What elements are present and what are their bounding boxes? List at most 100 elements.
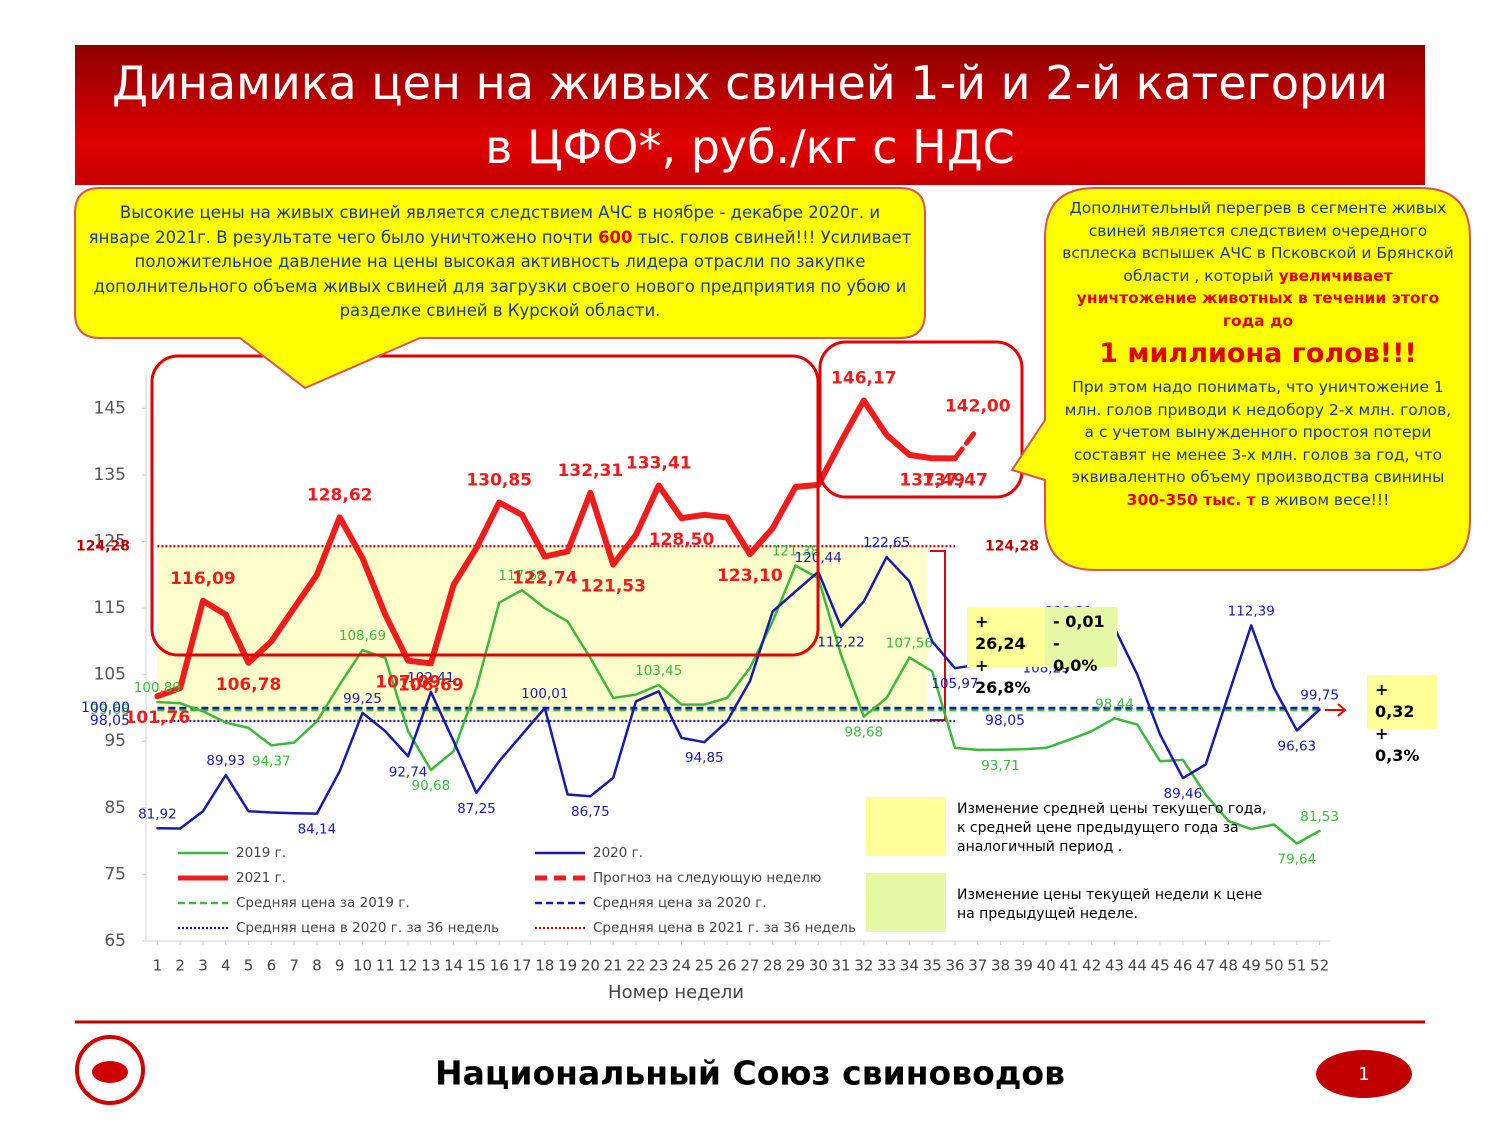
value-label: 130,85 (466, 471, 532, 491)
value-label: 79,64 (1277, 852, 1316, 868)
legend-label: Средняя цена в 2020 г. за 36 недель (236, 920, 499, 936)
note: Изменение цены текущей недели к цене на … (957, 887, 1263, 922)
x-tick-label: 25 (695, 957, 714, 975)
x-tick-label: 8 (312, 957, 322, 975)
value-label: 128,50 (649, 530, 715, 550)
x-tick-label: 10 (353, 957, 372, 975)
value-label: 112,22 (817, 635, 864, 651)
value-label: 117,68 (498, 568, 545, 584)
highlight-area (157, 548, 927, 722)
reference-label: 100,00 (81, 700, 130, 716)
value-label: 94,37 (252, 753, 291, 769)
x-tick-label: 50 (1264, 957, 1283, 975)
x-tick-label: 41 (1059, 957, 1078, 975)
x-tick-label: 44 (1128, 957, 1147, 975)
value-label: 146,17 (831, 369, 897, 389)
note-swatch (866, 797, 946, 856)
x-tick-label: 51 (1287, 957, 1306, 975)
value-label: 123,10 (717, 566, 783, 586)
value-label: 121,38 (772, 544, 819, 560)
value-label: 122,74 (512, 569, 578, 589)
value-label: 98,68 (845, 725, 884, 741)
x-tick-label: 39 (1014, 957, 1033, 975)
header: Динамика цен на живых свиней 1-й и 2-й к… (75, 45, 1425, 185)
footer-text: Национальный Союз свиноводов (435, 1054, 1065, 1093)
value-label: 106,78 (216, 675, 282, 695)
x-tick-label: 26 (718, 957, 737, 975)
value-label: 93,71 (981, 758, 1020, 774)
legend-label: Средняя цена за 2019 г. (236, 895, 410, 911)
x-tick-label: 23 (649, 957, 668, 975)
x-axis-title: Номер недели (608, 982, 744, 1003)
x-tick-label: 21 (604, 957, 623, 975)
value-label: 116,09 (170, 569, 236, 589)
change-box: + 26,24 + 26,8% (967, 607, 1045, 697)
x-tick-label: 46 (1173, 957, 1192, 975)
x-tick-label: 29 (786, 957, 805, 975)
legend-label: Прогноз на следующую неделю (593, 870, 821, 886)
value-label: 107,09 (375, 673, 441, 693)
value-label: 128,62 (307, 485, 373, 505)
value-label: 100,89 (134, 680, 181, 696)
change-value: + 0,32 (1375, 680, 1415, 721)
value-label: 122,65 (863, 535, 910, 551)
x-tick-label: 45 (1151, 957, 1170, 975)
x-tick-label: 4 (221, 957, 231, 975)
x-tick-label: 42 (1082, 957, 1101, 975)
change-box: - 0,01 - 0,0% (1045, 607, 1117, 675)
note-swatch (866, 873, 946, 932)
value-label: 92,74 (389, 764, 428, 780)
x-tick-label: 6 (267, 957, 277, 975)
callout-highlight: 600 (598, 227, 633, 247)
x-tick-label: 12 (399, 957, 418, 975)
x-tick-label: 13 (421, 957, 440, 975)
x-tick-label: 36 (945, 957, 964, 975)
note: Изменение средней цены текущего года, к … (957, 801, 1267, 855)
y-tick-label: 125 (94, 531, 126, 551)
value-label: 108,69 (339, 628, 386, 644)
x-tick-label: 31 (832, 957, 851, 975)
page-badge (1316, 1050, 1412, 1098)
x-tick-label: 38 (991, 957, 1010, 975)
callout-right-shape (1010, 187, 1471, 571)
change-percent: - 0,0% (1053, 634, 1098, 675)
y-tick-label: 115 (94, 598, 126, 618)
value-label: 98,44 (1095, 696, 1134, 712)
reference-label: 124,28 (76, 538, 130, 554)
title-line: в ЦФО*, руб./кг с НДС (485, 120, 1015, 174)
callout-right: Дополнительный перегрев в сегменте живых… (1062, 197, 1454, 511)
x-tick-label: 1 (153, 957, 163, 975)
callout-highlight: 300-350 тыс. т (1126, 490, 1256, 509)
x-tick-label: 27 (740, 957, 759, 975)
series-line (156, 564, 1321, 845)
value-label: 94,85 (685, 750, 724, 766)
value-label: 102,41 (407, 670, 454, 686)
change-percent: + 26,8% (975, 656, 1031, 697)
value-label: 137,49 (899, 470, 965, 490)
value-label: 112,39 (1228, 603, 1275, 619)
y-tick-label: 65 (104, 931, 126, 951)
x-tick-label: 34 (900, 957, 919, 975)
x-tick-label: 47 (1196, 957, 1215, 975)
x-tick-label: 19 (558, 957, 577, 975)
change-value: - 0,01 (1053, 612, 1105, 631)
value-label: 90,68 (412, 778, 451, 794)
y-tick-label: 135 (94, 465, 126, 485)
value-label: 87,25 (457, 801, 496, 817)
value-label: 81,92 (138, 806, 177, 822)
value-label: 107,56 (886, 636, 933, 652)
x-tick-label: 2 (175, 957, 185, 975)
callout-text: Дополнительный перегрев в сегменте живых… (1062, 199, 1454, 285)
legend-label: Средняя цена в 2021 г. за 36 недель (593, 920, 856, 936)
callout-highlight: увеличивает уничтожение животных в течен… (1076, 266, 1440, 330)
value-label: 103,45 (635, 663, 682, 679)
callout-left-shape (74, 187, 926, 390)
x-tick-label: 49 (1242, 957, 1261, 975)
value-label: 133,41 (626, 453, 692, 473)
reference-label: 98,05 (90, 713, 130, 729)
value-label: 132,31 (558, 461, 624, 481)
value-label: 137,47 (922, 470, 988, 490)
x-tick-label: 24 (672, 957, 691, 975)
series-line (156, 555, 1321, 830)
